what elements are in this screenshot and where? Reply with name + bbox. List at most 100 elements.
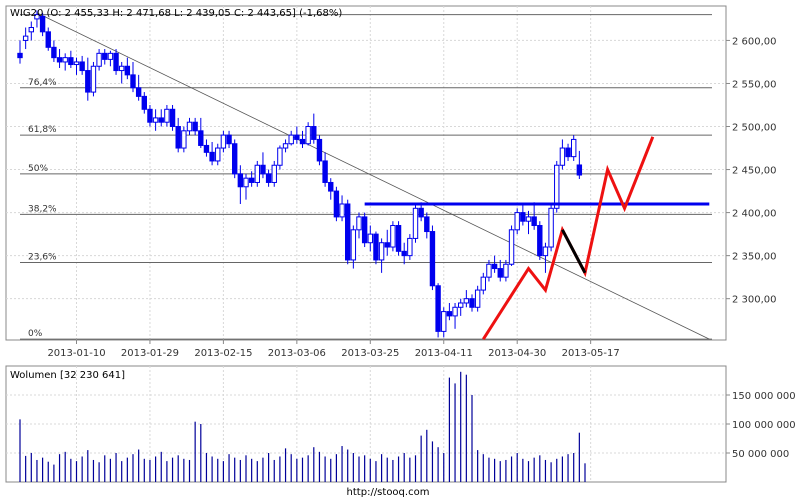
price-x-tick-label: 2013-05-17: [562, 348, 620, 359]
candle-body-down: [248, 177, 255, 183]
candle-body-up: [412, 207, 419, 239]
candle: [17, 40, 23, 64]
candle: [192, 117, 198, 136]
candle: [469, 294, 475, 312]
candle-body-up: [458, 302, 464, 308]
trendline: [36, 12, 710, 340]
price-x-tick-label: 2013-01-29: [121, 348, 179, 359]
candle-body-up: [356, 216, 362, 231]
candle-body-down: [333, 190, 340, 218]
candle: [209, 142, 215, 166]
price-x-tick-label: 2013-02-15: [194, 348, 252, 359]
candle-body-up: [486, 263, 492, 278]
candle-body-up: [277, 147, 283, 166]
candle-body-down: [576, 164, 583, 176]
source-url[interactable]: http://stooq.com: [347, 487, 430, 498]
candle: [497, 259, 503, 282]
candle-body-down: [113, 52, 119, 72]
candle-body-down: [531, 216, 537, 227]
candle-body-up: [514, 212, 520, 231]
fib-level-label: 38,2%: [28, 204, 57, 214]
candle-body-down: [135, 87, 142, 97]
candle-body-up: [254, 164, 261, 183]
volume-bar-series: [19, 371, 586, 482]
candle-body-down: [299, 138, 306, 145]
candle-body-down: [158, 117, 164, 123]
candle-body-up: [186, 121, 193, 132]
candle: [243, 173, 249, 200]
price-y-tick-label: 2 350,00: [732, 252, 777, 263]
candle-body-up: [73, 61, 80, 66]
candle: [265, 169, 272, 187]
candle-body-down: [102, 52, 108, 60]
candle: [277, 145, 283, 170]
candle: [175, 117, 181, 153]
candle-body-up: [525, 216, 532, 222]
candle-body-down: [79, 61, 85, 72]
candle: [548, 203, 554, 252]
candle: [435, 283, 441, 338]
candle-body-up: [441, 311, 447, 332]
candle: [311, 113, 317, 144]
candle-body-down: [68, 57, 74, 66]
price-grid: [6, 6, 726, 340]
candle-body-up: [350, 229, 357, 261]
candle-body-down: [520, 212, 526, 222]
candle: [429, 225, 436, 291]
candle: [322, 152, 328, 187]
candle: [424, 212, 430, 239]
candle: [390, 221, 396, 252]
candle-body-down: [51, 46, 57, 59]
candle-body-down: [17, 52, 23, 59]
candle-body-down: [141, 95, 148, 110]
candle-body-up: [215, 147, 221, 162]
candle: [305, 122, 311, 146]
price-y-tick-label: 2 450,00: [732, 166, 777, 177]
price-header: WIG20 (O: 2 455,33 H: 2 471,68 L: 2 439,…: [10, 8, 342, 19]
candle: [271, 160, 277, 187]
candle: [401, 242, 407, 265]
fib-level-label: 76,4%: [28, 78, 57, 88]
candle-body-up: [339, 203, 345, 218]
candle: [333, 186, 340, 222]
candle-body-down: [147, 108, 153, 123]
candle-body-up: [107, 52, 114, 60]
volume-y-tick-label: 100 000 000: [732, 420, 796, 431]
price-panel: 76,4% 61,8% 50% 38,2% 23,6% 0% 2 300,00 2 350,…: [5, 5, 777, 359]
candle-body-down: [565, 147, 571, 158]
candle: [474, 285, 481, 312]
candle: [254, 160, 261, 187]
volume-title: Wolumen [32 230 641]: [10, 370, 125, 381]
candle: [441, 307, 447, 338]
candle-body-down: [198, 130, 204, 146]
price-x-tick-label: 2013-04-30: [488, 348, 546, 359]
candle: [39, 12, 46, 37]
candle-body-up: [96, 52, 102, 67]
candle-body-down: [85, 70, 91, 93]
candle: [531, 202, 537, 230]
candle-body-down: [373, 233, 379, 261]
candle: [220, 130, 227, 153]
candle: [232, 139, 238, 179]
candle-body-up: [548, 207, 554, 248]
fib-level-label: 23,6%: [28, 253, 57, 263]
candle-body-up: [288, 134, 294, 145]
candle-body-down: [226, 134, 232, 145]
candle-body-up: [508, 229, 515, 265]
candle: [158, 109, 164, 127]
price-y-tick-label: 2 600,00: [732, 36, 777, 47]
candle-body-up: [90, 65, 97, 93]
candle-body-up: [22, 35, 29, 41]
volume-y-axis: 50 000 000 100 000 000 150 000 000: [726, 391, 796, 460]
candle-body-down: [311, 126, 317, 140]
candle-body-up: [452, 306, 458, 317]
candle: [260, 152, 266, 179]
candle: [248, 171, 255, 187]
candle: [45, 27, 51, 51]
candle: [480, 272, 487, 295]
candle: [22, 27, 29, 50]
candle-body-down: [265, 173, 272, 183]
candle: [203, 139, 210, 157]
candle-body-down: [424, 216, 430, 233]
